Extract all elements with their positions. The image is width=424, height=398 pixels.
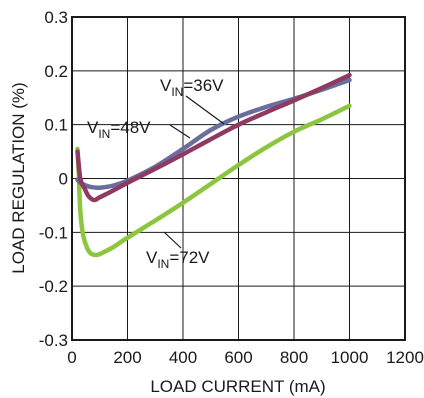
annotation-leaders (163, 95, 225, 249)
x-tick-label: 200 (113, 348, 141, 367)
annotations: VIN=36V VIN=48V VIN=72V (87, 76, 224, 271)
y-tick-label: -0.2 (39, 277, 68, 296)
series-label-vin-36v: VIN=36V (160, 76, 224, 99)
x-tick-labels: 0 200 400 600 800 1000 1200 (67, 348, 424, 367)
y-tick-label: 0.2 (44, 62, 68, 81)
y-tick-label: 0.1 (44, 116, 68, 135)
series-line-vin-48v (75, 72, 352, 203)
y-tick-labels: -0.3 -0.2 -0.1 0 0.1 0.2 0.3 (39, 8, 68, 350)
leader-line-vin-72v (163, 231, 182, 249)
x-tick-label: 1200 (386, 348, 424, 367)
x-tick-label: 1000 (331, 348, 369, 367)
series-label-vin-72v: VIN=72V (146, 248, 210, 271)
x-tick-label: 800 (280, 348, 308, 367)
plot-frame (71, 16, 406, 341)
leader-line-vin-48v (169, 124, 191, 139)
y-tick-label: 0.3 (44, 8, 68, 27)
x-tick-label: 0 (67, 348, 76, 367)
series-label-vin-48v: VIN=48V (87, 118, 151, 141)
x-tick-label: 600 (224, 348, 252, 367)
leader-line-vin-36v (185, 95, 225, 125)
y-tick-label: -0.3 (39, 331, 68, 350)
y-tick-label: -0.1 (39, 223, 68, 242)
series-group (75, 72, 352, 258)
series-line-vin-72v (75, 103, 352, 258)
x-axis-label: LOAD CURRENT (mA) (150, 377, 325, 396)
y-tick-label: 0 (59, 170, 68, 189)
y-axis-label: LOAD REGULATION (%) (9, 82, 28, 273)
x-tick-label: 400 (169, 348, 197, 367)
